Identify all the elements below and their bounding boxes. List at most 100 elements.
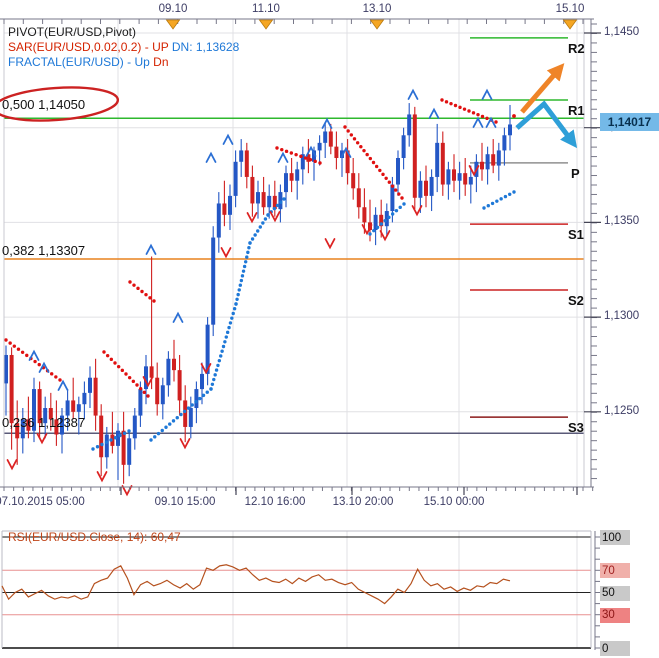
sar-dot-up [175,415,179,420]
candle-bull [132,415,137,439]
bottom-axis-label: 15.10 00:00 [423,496,485,508]
legend-pivot-text: PIVOT(EUR/USD,Pivot) [8,25,137,39]
sar-dot-up [387,215,391,220]
fractal-up-icon [340,146,352,158]
rsi-scale-label-50: 50 [600,585,630,601]
sar-dot-up [127,429,131,433]
sar-dot-down [355,141,360,145]
sar-dot-down [352,137,357,141]
sar-dot-down [444,100,449,104]
sar-dot-down [275,146,279,150]
sar-dot-down [303,156,308,160]
fractal-down-icon [36,433,48,445]
sar-dot-down [365,152,369,157]
sar-dot-up [248,241,252,245]
fractal-down-icon [324,238,336,250]
sar-dot-down [109,357,114,362]
sar-dot-up [224,335,228,339]
sar-dot-up [256,229,260,233]
candle-bull [188,408,193,427]
price-axis-label: 1,1300 [604,310,640,323]
fractal-up-icon [321,117,333,129]
sar-dot-down [393,188,398,192]
fractal-down-icon [269,211,281,223]
candle-bull [76,404,81,412]
candle-bull [401,135,406,159]
candle-bull [144,366,148,390]
sar-dot-up [231,311,235,316]
fractal-down-icon [6,459,18,471]
sar-dot-up [390,212,395,216]
sar-dot-up [230,316,234,320]
sar-dot-down [127,375,132,380]
candle-bull [390,184,395,212]
candle-bull [160,385,165,405]
candle-bull [407,114,412,136]
sar-dot-up [499,197,503,201]
sar-dot-down [12,344,17,348]
bearish-arrow-annotation [515,100,578,149]
sar-dot-up [100,442,104,447]
sar-dot-down [58,378,62,382]
sar-dot-up [212,377,216,382]
sar-dot-up [243,260,248,264]
sar-dot-up [232,307,237,311]
candle-bull [396,158,400,185]
pivot-label-r1: R1 [568,103,585,119]
sar-dot-up [368,232,372,236]
candle-bear [71,400,76,412]
candle-bear [183,400,188,427]
candle-bear [172,358,176,371]
sar-dot-up [228,321,233,325]
candle-bear [289,173,294,181]
sar-dot-down [20,350,25,355]
sar-dot-up [263,217,268,221]
sar-dot-up [375,225,380,230]
sar-dot-down [16,347,21,351]
sar-dot-up [160,428,164,433]
fractal-up-icon [57,379,69,391]
sar-dot-down [49,372,54,376]
candle-bull [239,150,244,162]
sar-dot-down [120,368,125,373]
candle-bull [200,373,204,390]
sar-dot-down [462,107,467,111]
candle-bear [121,430,126,465]
candle-bear [334,146,339,159]
sar-dot-up [282,197,286,201]
candle-bull [116,430,120,446]
sar-dot-up [214,368,219,372]
bottom-axis-label: 07.10.2015 05:00 [0,496,85,508]
sar-dot-up [209,387,213,391]
sar-dot-up [237,288,241,292]
sar-dot-up [512,190,516,194]
sar-dot-up [235,297,239,302]
sar-dot-down [116,364,121,369]
sar-dot-up [495,199,499,203]
candle-bull [267,195,272,208]
sar-dot-up [503,194,508,199]
candle-bear [452,169,456,181]
sar-dot-down [467,109,471,113]
sar-dot-down [346,129,350,133]
pivot-label-p: P [571,165,580,181]
sar-dot-up [217,358,222,363]
bottom-axis-label: 13.10 20:00 [332,496,394,508]
sar-dot-up [383,218,387,223]
candle-bull [60,415,64,435]
candle-bull [317,142,322,151]
fractal-down-icon [200,363,212,375]
sar-dot-down [390,184,395,188]
sar-dot-down [343,125,347,129]
candle-bull [323,131,328,143]
sar-dot-down [33,359,37,364]
fib-level-label: 0,382 1,13307 [2,243,86,258]
sar-dot-up [201,393,206,398]
sar-dot-down [136,286,140,291]
price-axis-label: 1,1250 [604,404,640,417]
sar-dot-up [261,221,265,225]
candle-bull [284,173,288,193]
sar-dot-down [362,148,366,153]
sar-dot-up [156,431,161,436]
top-axis-label: 09.10 [158,3,188,15]
